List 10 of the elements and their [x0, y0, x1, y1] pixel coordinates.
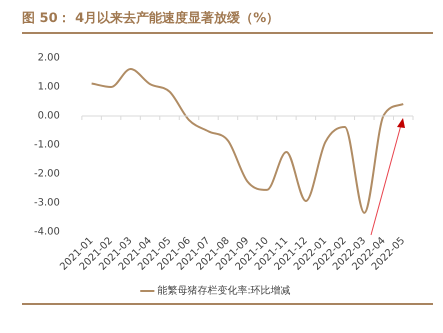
- y-tick-label: -2.00: [34, 168, 60, 180]
- y-tick-label: -3.00: [34, 198, 60, 209]
- chart-title: 图 50： 4月以来去产能速度显著放缓（%）: [22, 10, 280, 27]
- y-tick-label: -1.00: [34, 140, 60, 151]
- y-tick-label: -4.00: [34, 226, 60, 238]
- y-tick-label: 0.00: [38, 110, 60, 122]
- y-tick-label: 2.00: [38, 52, 60, 64]
- y-tick-label: 1.00: [38, 82, 60, 93]
- legend-label: 能繁母猪存栏变化率:环比增减: [157, 284, 291, 297]
- line-series: [90, 68, 404, 214]
